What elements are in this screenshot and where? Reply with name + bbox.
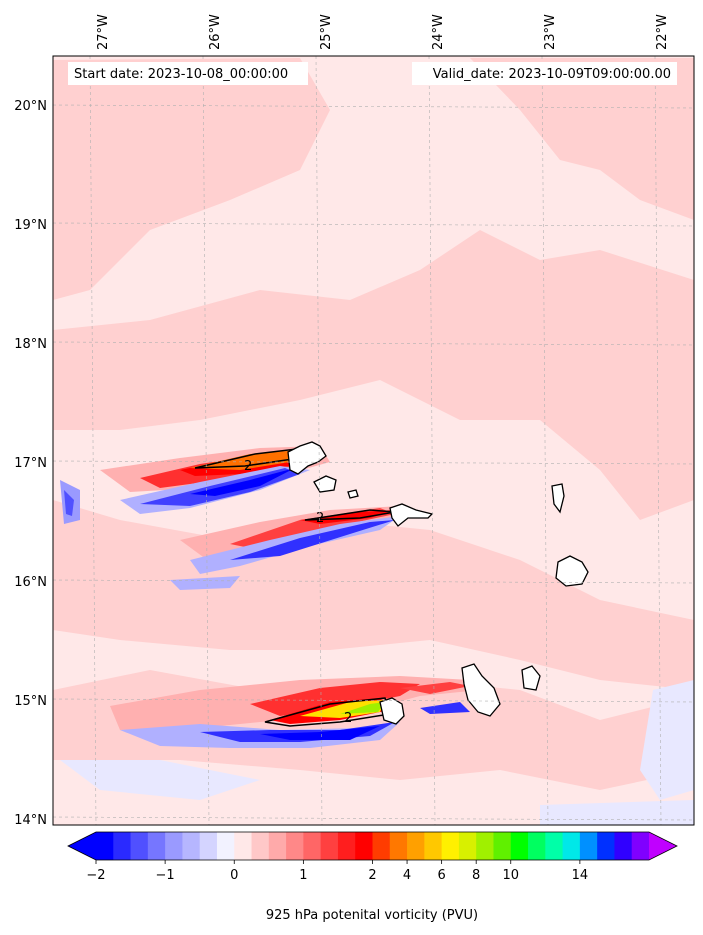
colorbar-swatch [372,832,391,860]
start-date-box [68,62,308,85]
colorbar-swatch [562,832,581,860]
colorbar-swatch [268,832,287,860]
colorbar-swatch [597,832,616,860]
colorbar-tick-label: −2 [86,868,105,883]
colorbar-tick-label: 14 [572,868,589,883]
colorbar-swatch [614,832,633,860]
colorbar-swatch [424,832,443,860]
lat-label: 14°N [14,813,47,828]
colorbar-swatch [286,832,304,860]
colorbar-swatch [130,832,149,860]
weak-negative-pv-patches [60,680,694,825]
islands [287,441,589,725]
map-frame [52,55,695,826]
valid-date-box [412,62,677,85]
colorbar-tick-label: 6 [437,868,445,883]
colorbar-tick-label: 1 [299,868,307,883]
colorbar-swatch [476,832,495,860]
colorbar-swatch [337,832,356,860]
colorbar-swatch [545,832,564,860]
colorbar-swatch [493,832,512,860]
colorbar-swatch [458,832,477,860]
colorbar-tick-label: 4 [403,868,411,883]
colorbar-ticks: −2 −1 0 1 2 4 6 8 10 14 [86,860,588,883]
colorbar-swatch [113,832,132,860]
colorbar-title: 925 hPa potenital vorticity (PVU) [266,908,478,923]
weak-positive-pv-patches [53,58,694,790]
valid-date-label: Valid_date: 2023-10-09T09:00:00.00 [433,67,671,82]
colorbar-swatch [389,832,408,860]
lon-label: 26°W [208,14,223,50]
lon-label: 24°W [431,14,446,50]
contour-label: 2 [316,511,324,526]
colorbar-swatch [355,832,374,860]
lon-label: 25°W [319,14,334,50]
colorbar-swatch [216,832,235,860]
colorbar-swatch [251,832,270,860]
lon-label: 22°W [655,14,670,50]
colorbar-swatch [182,832,201,860]
gridlines [53,56,694,825]
colorbar-swatches [96,832,650,860]
colorbar-tick-label: −1 [156,868,175,883]
colorbar-extend-high [649,832,677,860]
colorbar-swatch [147,832,166,860]
colorbar-swatch [320,832,339,860]
north-pv-band [100,446,330,514]
colorbar-swatch [199,832,218,860]
lat-label: 15°N [14,694,47,709]
central-pv-band [60,480,410,590]
colorbar-swatch [234,832,253,860]
lat-label: 17°N [14,456,47,471]
longitude-labels: 27°W 26°W 25°W 24°W 23°W 22°W [96,14,670,50]
colorbar-swatch [165,832,184,860]
lat-label: 18°N [14,337,47,352]
contour-label: 2 [344,711,352,726]
colorbar-tick-label: 10 [502,868,519,883]
colorbar-tick-label: 8 [472,868,480,883]
latitude-labels: 20°N 19°N 18°N 17°N 16°N 15°N 14°N [14,99,47,828]
colorbar-tick-label: 2 [368,868,376,883]
colorbar-swatch [579,832,598,860]
colorbar-swatch [96,832,114,860]
lat-label: 19°N [14,218,47,233]
south-pv-band [110,676,480,748]
colorbar: −2 −1 0 1 2 4 6 8 10 14 925 hPa potenital vortici… [67,831,678,923]
colorbar-swatch [303,832,322,860]
colorbar-swatch [510,832,529,860]
colorbar-swatch [441,832,460,860]
map-field: 2 2 2 [53,56,694,825]
contour-label: 2 [244,459,252,474]
lon-label: 23°W [543,14,558,50]
lon-label: 27°W [96,14,111,50]
start-date-label: Start date: 2023-10-08_00:00:00 [74,67,288,82]
colorbar-swatch [528,832,546,860]
colorbar-tick-label: 0 [230,868,238,883]
colorbar-swatch [631,832,650,860]
colorbar-extend-low [68,832,96,860]
colorbar-swatch [407,832,425,860]
lat-label: 16°N [14,575,47,590]
lat-label: 20°N [14,99,47,114]
